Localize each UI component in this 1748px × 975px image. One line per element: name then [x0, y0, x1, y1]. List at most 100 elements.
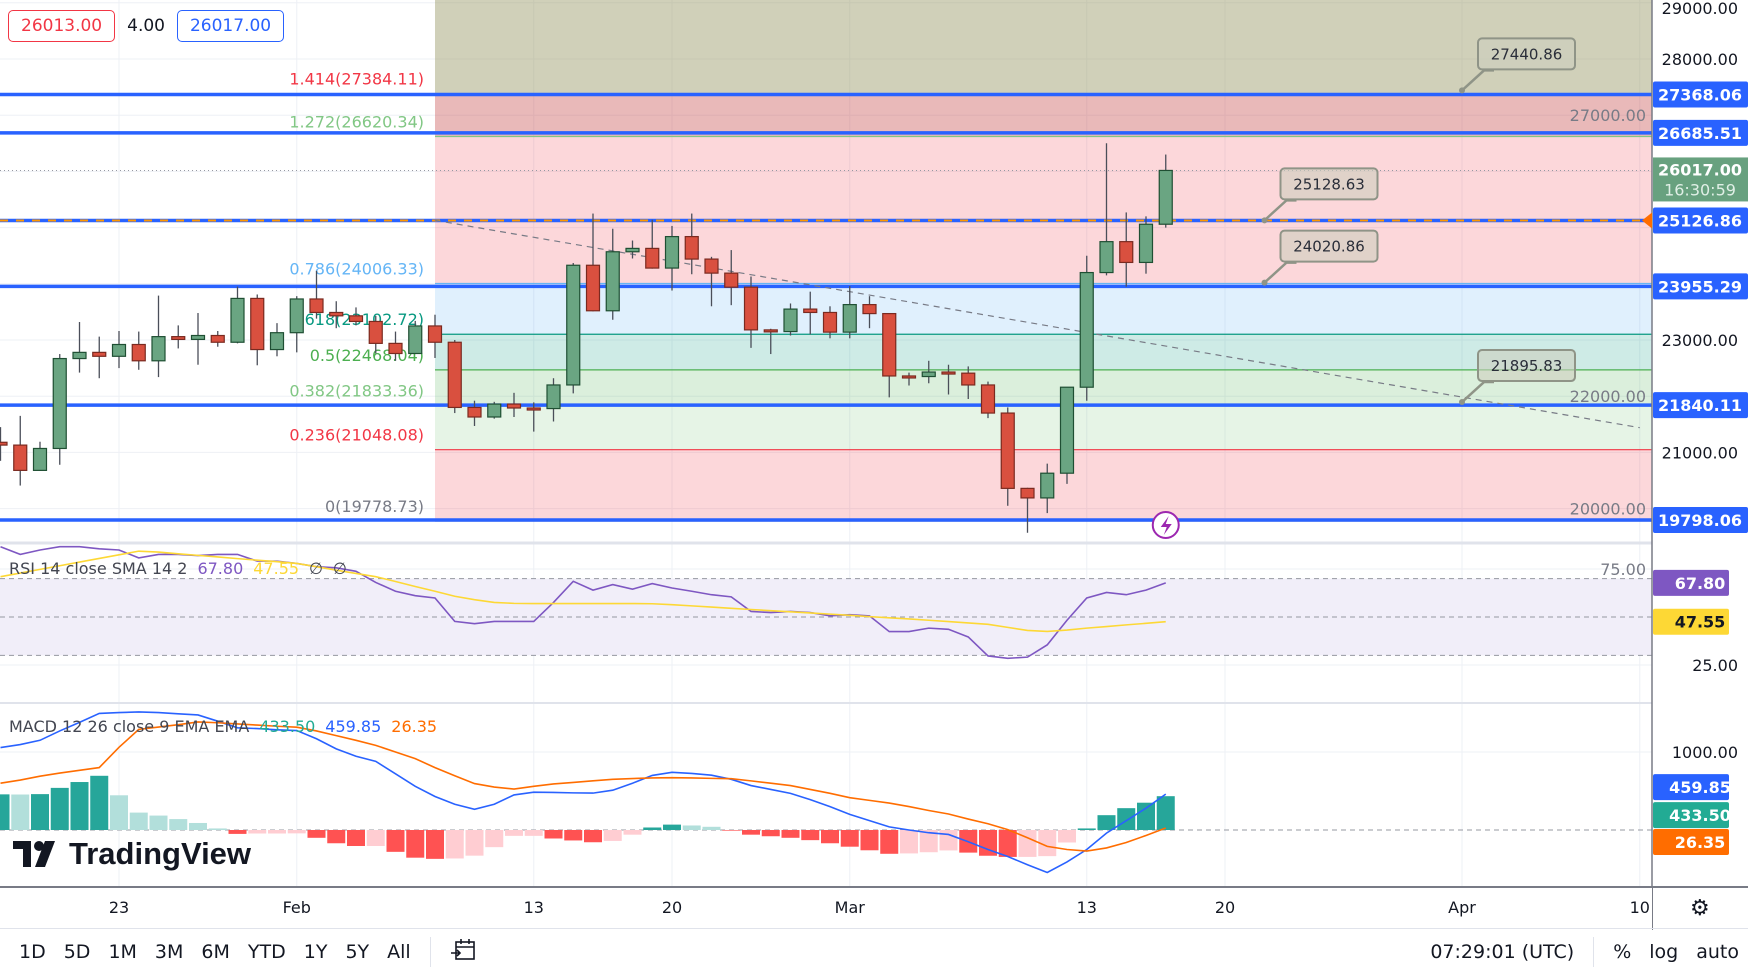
candle [1119, 212, 1134, 287]
price-axis-tick: 20000.00 [1570, 500, 1646, 519]
candle [131, 331, 146, 370]
candle-body [625, 247, 640, 253]
candle-body [546, 384, 561, 410]
price-label: 23955.29 [1653, 273, 1748, 300]
macd-histogram-bar [228, 830, 247, 834]
macd-histogram-bar [485, 830, 504, 848]
macd-legend[interactable]: MACD 12 26 close 9 EMA EMA 433.50 459.85… [9, 717, 437, 736]
candle-body [1079, 271, 1094, 388]
time-axis[interactable]: 23 Feb 13 20 Mar 13 20 Apr 10 ⚙ [0, 886, 1748, 930]
callout-anchor [1459, 399, 1465, 406]
candle-body [1138, 223, 1154, 264]
rsi-axis-tick: 25.00 [1692, 656, 1738, 675]
price-callout: 25128.63 [1261, 167, 1379, 224]
tradingview-logo[interactable]: TradingView [13, 836, 251, 872]
rsi-legend[interactable]: RSI 14 close SMA 14 2 67.80 47.55 ∅ ∅ [9, 559, 347, 578]
candle [111, 331, 127, 369]
range-3m[interactable]: 3M [154, 941, 184, 963]
price-label-text: 27368.06 [1658, 86, 1742, 105]
range-6m[interactable]: 6M [201, 941, 230, 963]
range-1y[interactable]: 1Y [303, 941, 328, 963]
auto-scale-toggle[interactable]: auto [1696, 941, 1739, 963]
macd-histogram-bar [327, 830, 346, 844]
time-axis-label: 20 [661, 898, 683, 917]
candle-body [664, 235, 680, 269]
rsi-axis-tick: 75.00 [1600, 560, 1646, 579]
percent-scale-toggle[interactable]: % [1613, 941, 1632, 963]
last-price-label: 26017.00 [1658, 160, 1742, 179]
macd-price-label-text: 459.85 [1669, 778, 1731, 797]
range-ytd[interactable]: YTD [247, 941, 286, 963]
macd-price-label: 459.85 [1653, 774, 1731, 801]
calendar-goto-icon[interactable] [441, 938, 485, 967]
range-1m[interactable]: 1M [108, 941, 137, 963]
candle [961, 366, 976, 400]
candle [1099, 143, 1114, 276]
macd-histogram-bar [623, 830, 642, 835]
price-label-bg [1653, 392, 1748, 419]
candle [842, 286, 857, 339]
fib-level-label: 1.272(26620.34) [289, 113, 424, 132]
buy-price-button[interactable]: 26017.00 [176, 10, 285, 42]
range-1d[interactable]: 1D [19, 941, 46, 963]
macd-histogram-bar [1018, 830, 1037, 857]
price-label-text: 25126.86 [1658, 211, 1742, 230]
rsi-price-label-text: 67.80 [1675, 574, 1726, 593]
candle-body [111, 343, 127, 357]
price-label: 25126.86 [1653, 207, 1748, 234]
time-axis-label: 20 [1214, 898, 1236, 917]
candle-body [842, 303, 857, 333]
time-axis-label: Apr [1448, 898, 1476, 917]
candle-body [210, 334, 225, 343]
candle [783, 303, 798, 336]
sell-price-button[interactable]: 26013.00 [8, 10, 116, 42]
candle [1158, 154, 1173, 228]
macd-histogram-bar [742, 830, 760, 835]
macd-price-label-text: 26.35 [1675, 833, 1726, 852]
candle [664, 225, 680, 291]
macd-histogram-bar [386, 830, 405, 852]
macd-histogram-bar [682, 825, 701, 830]
range-all[interactable]: All [387, 941, 411, 963]
chart-canvas[interactable]: 0(19778.73) 0.236(21048.08) 0.382(21833.36… [0, 0, 1748, 886]
macd-histogram-bar [505, 830, 523, 836]
macd-histogram-bar [584, 830, 602, 843]
utc-clock[interactable]: 07:29:01 (UTC) [1430, 941, 1575, 963]
candle [171, 325, 186, 349]
candle-body [368, 320, 383, 344]
macd-histogram-bar [0, 794, 10, 830]
toolbar-divider [429, 937, 431, 967]
candle-body [131, 343, 146, 362]
gear-icon[interactable]: ⚙ [1690, 896, 1710, 921]
macd-histogram-bar [149, 815, 168, 830]
log-scale-toggle[interactable]: log [1649, 941, 1679, 963]
candle [309, 270, 324, 319]
price-label-bg [1653, 273, 1748, 300]
candle-body [348, 315, 364, 323]
fib-level-label: 0.236(21048.08) [289, 426, 424, 445]
time-axis-label: 13 [1076, 898, 1097, 917]
candle [368, 315, 383, 354]
callout-box [1279, 167, 1379, 201]
macd-histogram-bar [248, 830, 267, 834]
candle-body [1000, 412, 1015, 489]
callout-label: 25128.63 [1293, 175, 1365, 193]
range-5y[interactable]: 5Y [345, 941, 370, 963]
candle [980, 381, 996, 419]
candle [1079, 255, 1094, 401]
macd-histogram-bar [643, 827, 662, 830]
fib-zone [435, 136, 1652, 284]
candle-body [822, 311, 838, 333]
candle [704, 256, 719, 307]
candle [348, 307, 364, 326]
macd-histogram-bar [1077, 828, 1096, 830]
range-5d[interactable]: 5D [63, 941, 91, 963]
candle-body [32, 447, 48, 471]
candle-body [92, 351, 107, 357]
candle [92, 336, 107, 379]
candle [645, 219, 660, 269]
lightning-icon[interactable] [1151, 511, 1180, 539]
macd-signal-line [0, 721, 1167, 852]
candle-body [684, 235, 699, 260]
bar-countdown: 16:30:59 [1664, 180, 1736, 199]
